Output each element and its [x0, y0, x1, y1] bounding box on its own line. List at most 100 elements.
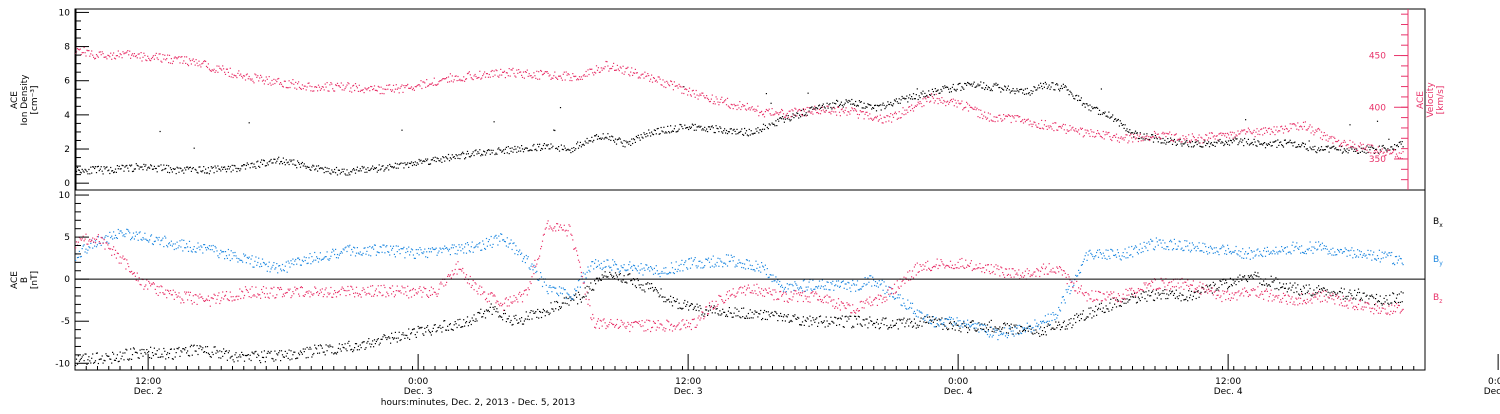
data-point	[618, 269, 619, 270]
data-point	[227, 168, 228, 169]
data-point	[785, 320, 786, 321]
data-point	[289, 159, 290, 160]
data-point	[157, 171, 158, 172]
data-point	[617, 65, 618, 66]
data-point	[1267, 285, 1268, 286]
data-point	[330, 256, 331, 257]
data-point	[646, 283, 647, 284]
data-point	[1040, 83, 1041, 84]
data-point	[355, 255, 356, 256]
data-point	[699, 94, 700, 95]
data-point	[587, 143, 588, 144]
data-point	[244, 361, 245, 362]
data-point	[407, 251, 408, 252]
data-point	[638, 280, 639, 281]
data-point	[498, 236, 499, 237]
data-point	[229, 168, 230, 169]
data-point	[810, 320, 811, 321]
data-point	[230, 260, 231, 261]
data-point	[697, 267, 698, 268]
data-point	[215, 247, 216, 248]
data-point	[605, 266, 606, 267]
data-point	[1097, 309, 1098, 310]
data-point	[1158, 134, 1159, 135]
data-point	[250, 355, 251, 356]
data-point	[726, 254, 727, 255]
data-point	[750, 309, 751, 310]
data-point	[1093, 316, 1094, 317]
data-point	[939, 98, 940, 99]
data-point	[209, 69, 210, 70]
data-point	[482, 154, 483, 155]
data-point	[546, 285, 547, 286]
data-point	[439, 248, 440, 249]
data-point	[1024, 94, 1025, 95]
data-point	[620, 273, 621, 274]
data-point	[1329, 138, 1330, 139]
data-point	[519, 147, 520, 148]
data-point	[908, 97, 909, 98]
data-point	[722, 309, 723, 310]
data-point	[949, 102, 950, 103]
data-point	[893, 117, 894, 118]
data-point	[812, 280, 813, 281]
data-point	[1338, 149, 1339, 150]
data-point	[375, 245, 376, 246]
data-point	[1285, 288, 1286, 289]
data-point	[640, 270, 641, 271]
data-point	[985, 87, 986, 88]
data-point	[276, 161, 277, 162]
data-point	[1279, 282, 1280, 283]
data-point	[867, 327, 868, 328]
data-point	[873, 119, 874, 120]
data-point	[220, 68, 221, 69]
data-point	[568, 298, 569, 299]
data-point	[717, 98, 718, 99]
data-point	[1124, 128, 1125, 129]
data-point	[691, 127, 692, 128]
data-point	[388, 169, 389, 170]
data-point	[1347, 148, 1348, 149]
data-point	[1158, 292, 1159, 293]
data-point	[292, 79, 293, 80]
data-point	[310, 170, 311, 171]
data-point	[329, 345, 330, 346]
data-point	[595, 72, 596, 73]
data-point	[1137, 132, 1138, 133]
data-point	[1134, 133, 1135, 134]
data-point	[238, 70, 239, 71]
data-point	[357, 247, 358, 248]
data-point	[501, 75, 502, 76]
data-point	[77, 364, 78, 365]
data-point	[566, 71, 567, 72]
data-point	[1259, 134, 1260, 135]
data-point	[271, 351, 272, 352]
data-point	[285, 266, 286, 267]
data-point	[141, 240, 142, 241]
data-point	[877, 116, 878, 117]
data-point	[318, 345, 319, 346]
data-point	[543, 309, 544, 310]
data-point	[1146, 133, 1147, 134]
data-point	[387, 165, 388, 166]
data-point	[444, 246, 445, 247]
data-point	[808, 318, 809, 319]
data-point	[1149, 140, 1150, 141]
data-point	[712, 312, 713, 313]
data-point	[1212, 133, 1213, 134]
data-point	[173, 359, 174, 360]
data-point	[226, 350, 227, 351]
data-point	[925, 98, 926, 99]
data-point	[84, 360, 85, 361]
data-point	[1283, 132, 1284, 133]
data-point	[926, 101, 927, 102]
data-point	[1098, 114, 1099, 115]
data-point	[115, 360, 116, 361]
data-point	[241, 352, 242, 353]
data-point	[743, 267, 744, 268]
data-point	[573, 147, 574, 148]
data-point	[319, 258, 320, 259]
data-point	[291, 358, 292, 359]
data-point	[770, 113, 771, 114]
data-point	[605, 271, 606, 272]
